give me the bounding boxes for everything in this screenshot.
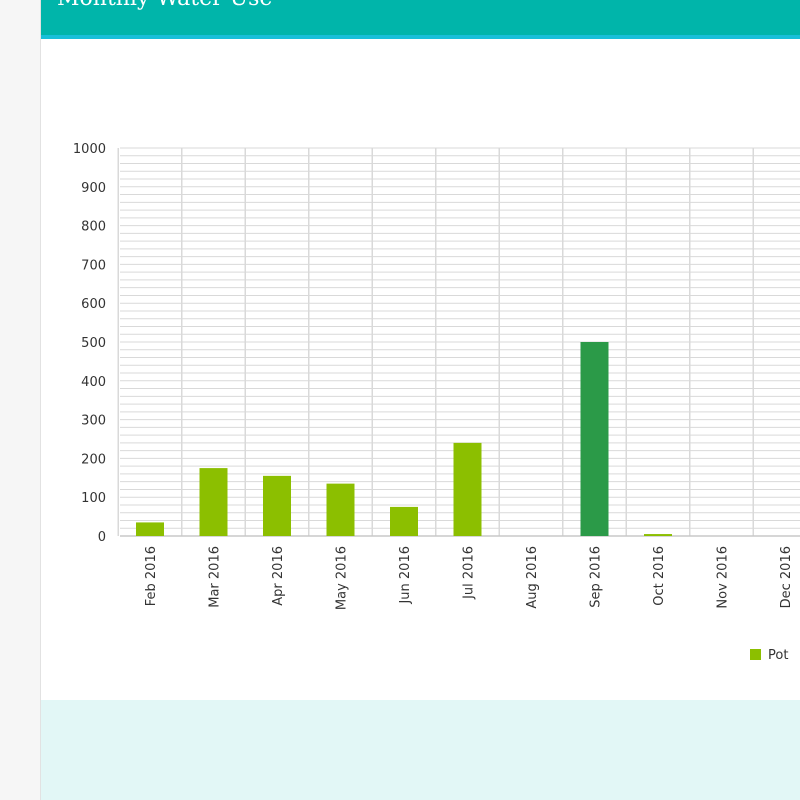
page-title: Monthly Water Use bbox=[57, 0, 272, 11]
panel-header: Monthly Water Use bbox=[41, 0, 800, 39]
panel-footer bbox=[41, 700, 800, 800]
water-use-panel: Monthly Water Use bbox=[40, 0, 800, 800]
